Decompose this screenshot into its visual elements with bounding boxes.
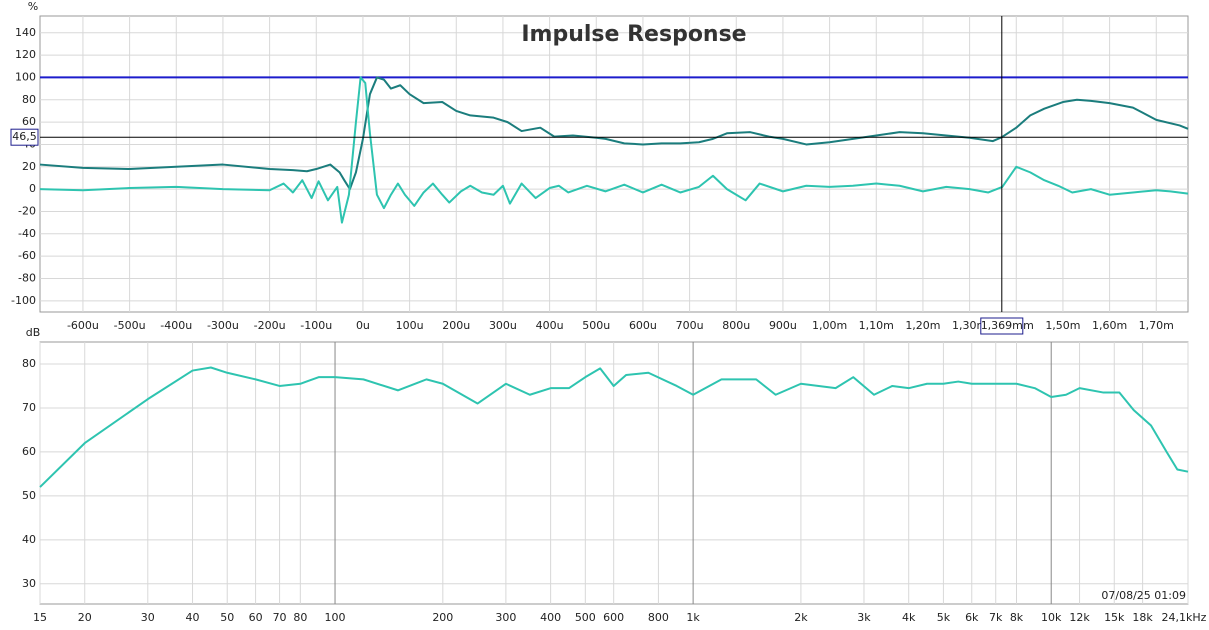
cursor-box bbox=[980, 317, 1024, 335]
x-tick-label: 30 bbox=[141, 611, 155, 624]
x-tick-label: 12k bbox=[1069, 611, 1090, 624]
y-tick-label: -80 bbox=[18, 271, 36, 284]
y-tick-label: 0 bbox=[29, 182, 36, 195]
x-tick-label: 300 bbox=[495, 611, 516, 624]
y-tick-label: 40 bbox=[22, 533, 36, 546]
x-tick-label: 300u bbox=[489, 319, 517, 332]
x-tick-label: 70 bbox=[273, 611, 287, 624]
x-tick-label: 1,50m bbox=[1045, 319, 1080, 332]
cursor-x-label: 1,369m bbox=[981, 319, 1023, 332]
y-tick-label: 30 bbox=[22, 577, 36, 590]
x-tick-label: 1,00m bbox=[812, 319, 847, 332]
x-tick-label: 5k bbox=[937, 611, 951, 624]
y-tick-label: 140 bbox=[15, 26, 36, 39]
y-tick-label: -40 bbox=[18, 227, 36, 240]
y-tick-label: 120 bbox=[15, 48, 36, 61]
x-tick-label: 80 bbox=[293, 611, 307, 624]
x-tick-label: 400u bbox=[536, 319, 564, 332]
x-tick-label: 18k bbox=[1132, 611, 1153, 624]
x-tick-label: -100u bbox=[300, 319, 332, 332]
y-axis-label: dB bbox=[26, 326, 41, 339]
x-tick-label: 60 bbox=[249, 611, 263, 624]
y-tick-label: 20 bbox=[22, 160, 36, 173]
x-tick-label: 24,1kHz bbox=[1162, 611, 1207, 624]
x-tick-label: 8k bbox=[1010, 611, 1024, 624]
x-tick-label: 800 bbox=[648, 611, 669, 624]
x-tick-label: 500u bbox=[582, 319, 610, 332]
x-tick-label: 10k bbox=[1041, 611, 1062, 624]
y-tick-label: 80 bbox=[22, 93, 36, 106]
y-tick-label: -100 bbox=[11, 294, 36, 307]
x-tick-label: -200u bbox=[254, 319, 286, 332]
x-tick-label: 1k bbox=[686, 611, 700, 624]
x-tick-label: 1,10m bbox=[859, 319, 894, 332]
x-tick-label: 1,20m bbox=[905, 319, 940, 332]
x-tick-label: 100u bbox=[396, 319, 424, 332]
x-tick-label: 6k bbox=[965, 611, 979, 624]
x-tick-label: 20 bbox=[78, 611, 92, 624]
y-tick-label: 80 bbox=[22, 357, 36, 370]
x-tick-label: 100 bbox=[325, 611, 346, 624]
x-tick-label: 15k bbox=[1104, 611, 1125, 624]
x-tick-label: 700u bbox=[676, 319, 704, 332]
x-tick-label: 200u bbox=[442, 319, 470, 332]
y-axis-label: % bbox=[28, 0, 38, 13]
x-tick-label: 50 bbox=[220, 611, 234, 624]
x-tick-label: 15 bbox=[33, 611, 47, 624]
x-tick-label: -300u bbox=[207, 319, 239, 332]
x-tick-label: 3k bbox=[857, 611, 871, 624]
x-tick-label: 1,70m bbox=[1139, 319, 1174, 332]
x-tick-label: 7k bbox=[989, 611, 1003, 624]
cursor-y-label: 46,5 bbox=[12, 130, 37, 143]
cursor-box bbox=[10, 128, 39, 146]
timestamp: 07/08/25 01:09 bbox=[1101, 589, 1186, 602]
x-tick-label: 900u bbox=[769, 319, 797, 332]
y-tick-label: 60 bbox=[22, 445, 36, 458]
x-tick-label: 600u bbox=[629, 319, 657, 332]
y-tick-label: -60 bbox=[18, 249, 36, 262]
x-tick-label: -500u bbox=[114, 319, 146, 332]
x-tick-label: 2k bbox=[794, 611, 808, 624]
y-tick-label: 50 bbox=[22, 489, 36, 502]
y-tick-label: -20 bbox=[18, 204, 36, 217]
y-tick-label: 70 bbox=[22, 401, 36, 414]
x-tick-label: 4k bbox=[902, 611, 916, 624]
x-tick-label: 400 bbox=[540, 611, 561, 624]
plot-area bbox=[39, 15, 1189, 313]
x-tick-label: 0u bbox=[356, 319, 370, 332]
series-line bbox=[39, 76, 1189, 191]
x-tick-label: 200 bbox=[432, 611, 453, 624]
series-line bbox=[39, 76, 1189, 224]
chart-title: Impulse Response bbox=[521, 22, 746, 47]
x-tick-label: 40 bbox=[186, 611, 200, 624]
x-tick-label: 600 bbox=[603, 611, 624, 624]
x-tick-label: 1,30m bbox=[952, 319, 987, 332]
series-line bbox=[39, 366, 1189, 488]
x-tick-label: 1,60m bbox=[1092, 319, 1127, 332]
x-tick-label: 500 bbox=[575, 611, 596, 624]
x-tick-label: -600u bbox=[67, 319, 99, 332]
y-tick-label: 60 bbox=[22, 115, 36, 128]
y-tick-label: 100 bbox=[15, 70, 36, 83]
x-tick-label: -400u bbox=[160, 319, 192, 332]
x-tick-label: 800u bbox=[722, 319, 750, 332]
